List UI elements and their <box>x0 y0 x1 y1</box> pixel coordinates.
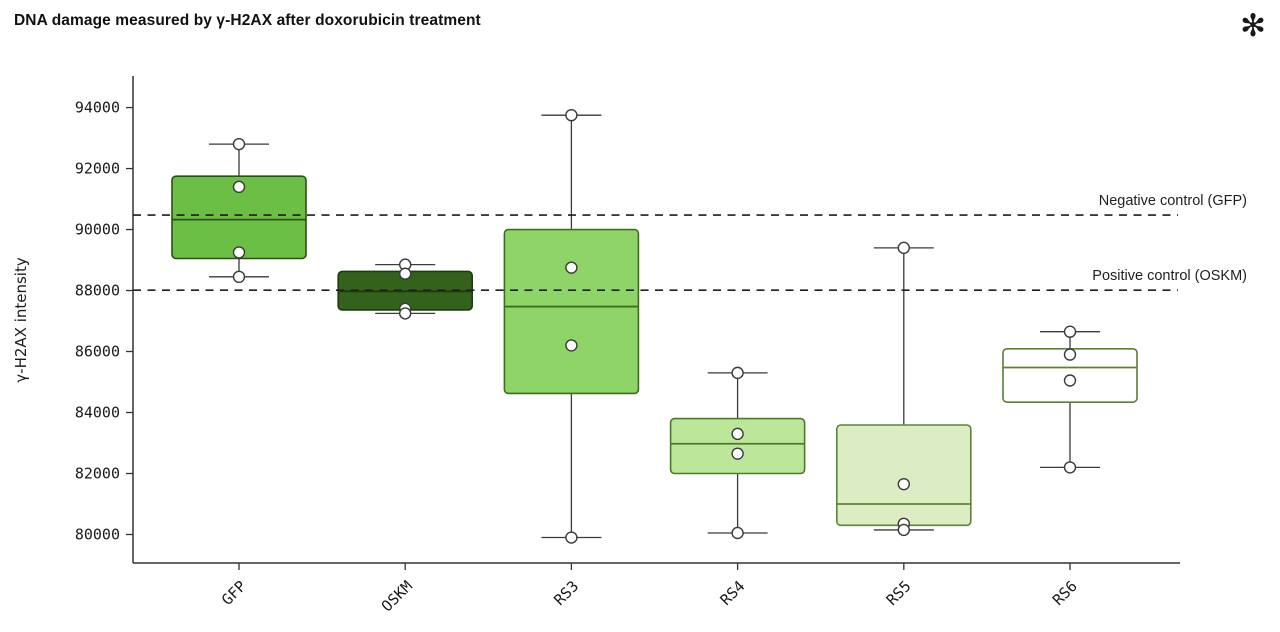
datapoint-RS3-2 <box>565 339 578 352</box>
datapoint-GFP-3 <box>232 270 246 284</box>
y-axis-label: γ-H2AX intensity <box>12 257 30 383</box>
datapoint-OSKM-1 <box>399 267 412 280</box>
y-tick-label-88000: 88000 <box>75 282 120 300</box>
y-tick-label-92000: 92000 <box>75 160 120 178</box>
box-RS3 <box>503 228 640 395</box>
chart-title: DNA damage measured by γ-H2AX after doxo… <box>14 12 481 29</box>
datapoint-RS6-3 <box>1063 461 1077 474</box>
datapoint-RS4-0 <box>731 366 744 380</box>
x-tick-label-RS6: RS6 <box>1049 577 1081 609</box>
y-tick-label-94000: 94000 <box>75 99 120 117</box>
datapoint-GFP-0 <box>232 137 246 151</box>
datapoint-GFP-2 <box>232 246 246 259</box>
x-tick-label-GFP: GFP <box>218 577 250 609</box>
refline-label-positive: Positive control (OSKM) <box>1092 268 1247 284</box>
datapoint-GFP-1 <box>232 180 246 194</box>
x-tick-label-RS3: RS3 <box>550 577 582 609</box>
datapoint-RS6-2 <box>1063 374 1077 387</box>
datapoint-RS3-3 <box>565 531 578 544</box>
datapoint-OSKM-3 <box>399 307 412 320</box>
datapoint-RS5-3 <box>897 523 910 537</box>
datapoint-RS3-1 <box>565 261 578 274</box>
y-tick-label-86000: 86000 <box>75 343 120 361</box>
y-tick-label-90000: 90000 <box>75 221 120 239</box>
datapoint-RS6-0 <box>1063 325 1077 338</box>
x-tick-label-RS5: RS5 <box>883 577 915 609</box>
datapoint-RS5-1 <box>897 477 910 491</box>
datapoint-RS4-2 <box>731 447 744 460</box>
datapoint-RS4-1 <box>731 427 744 441</box>
y-tick-label-84000: 84000 <box>75 404 120 422</box>
openai-logo-icon: ✻ <box>1240 8 1266 44</box>
datapoint-RS4-3 <box>731 526 744 540</box>
datapoint-RS6-1 <box>1063 348 1077 361</box>
y-tick-label-82000: 82000 <box>75 464 120 482</box>
x-tick-label-RS4: RS4 <box>717 577 749 609</box>
x-tick-label-OSKM: OSKM <box>378 577 416 615</box>
box-RS5 <box>835 424 972 527</box>
datapoint-RS5-0 <box>897 241 910 255</box>
y-tick-label-80000: 80000 <box>75 525 120 543</box>
refline-label-negative: Negative control (GFP) <box>1099 193 1247 209</box>
box-RS4 <box>669 417 806 475</box>
datapoint-RS3-0 <box>565 108 578 122</box>
